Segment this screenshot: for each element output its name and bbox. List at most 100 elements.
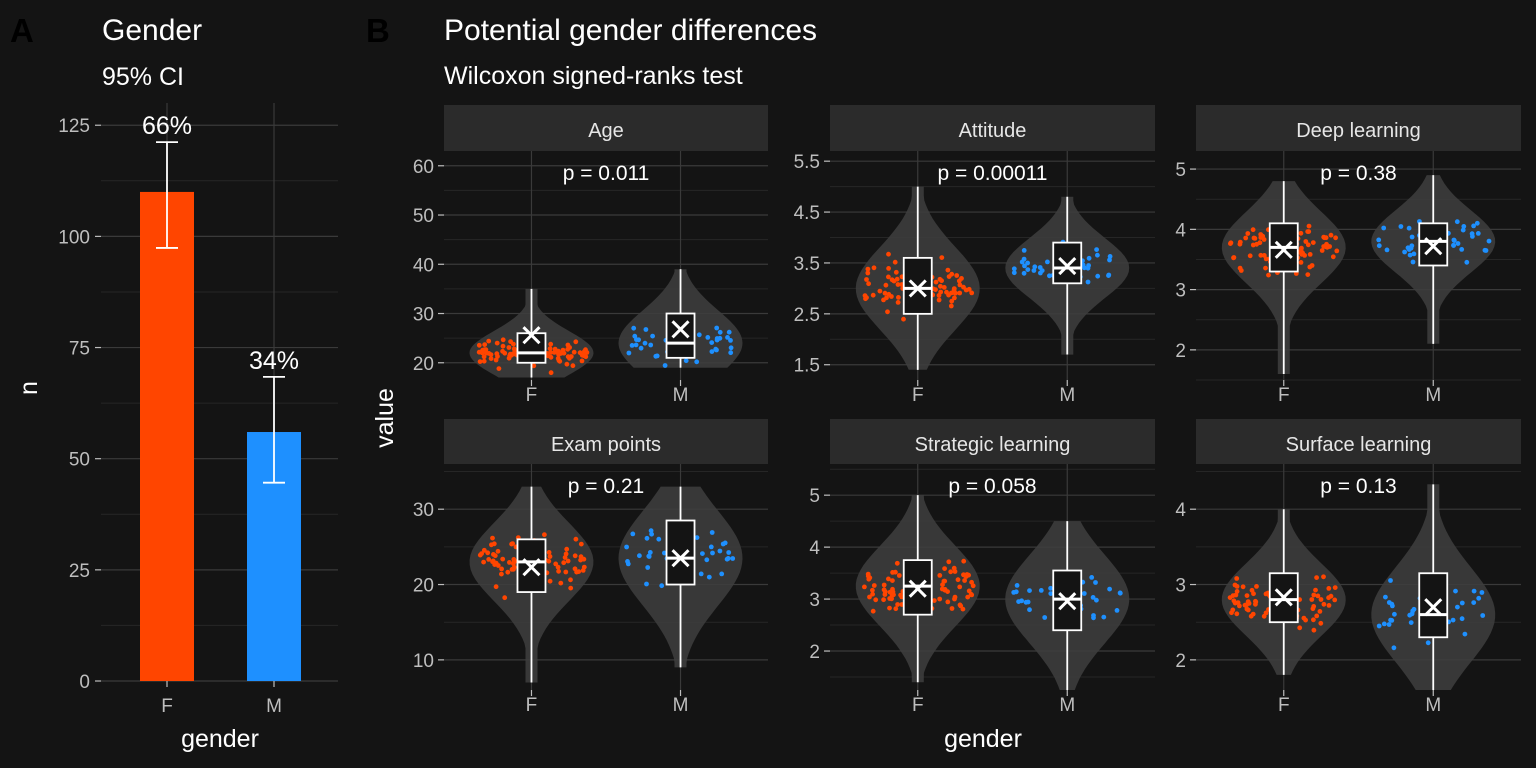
data-point-M xyxy=(1031,268,1037,273)
p-value-label: p = 0.00011 xyxy=(938,162,1048,185)
data-point-F xyxy=(952,594,958,600)
data-point-F xyxy=(1234,576,1240,581)
data-point-F xyxy=(864,277,869,282)
data-point-F xyxy=(1326,586,1332,591)
facet-x-tick-label: M xyxy=(673,385,689,406)
data-point-F xyxy=(491,541,497,547)
data-point-M xyxy=(1042,615,1048,620)
facet-age: Age 20 30 40 50 60 F Mp = 0.011 xyxy=(413,105,768,406)
bar-percent-label: 34% xyxy=(249,347,299,375)
data-point-F xyxy=(942,566,947,571)
mean-marker-F xyxy=(908,579,927,598)
data-point-F xyxy=(894,276,900,282)
data-point-F xyxy=(969,579,974,585)
panel-b-x-axis-title: gender xyxy=(944,725,1022,753)
facet-x-tick-label: M xyxy=(1059,695,1075,716)
data-point-F xyxy=(871,583,877,588)
data-point-F xyxy=(1305,272,1311,277)
data-point-F xyxy=(931,598,937,603)
data-point-F xyxy=(476,342,482,348)
data-point-M xyxy=(710,550,715,556)
panel-b-facets: Age 20 30 40 50 60 F Mp = 0.011 Attitude 1.5 2.5 3.… xyxy=(413,105,1521,716)
data-point-F xyxy=(1306,223,1312,229)
mean-marker-F xyxy=(522,326,541,345)
data-point-F xyxy=(1307,252,1313,257)
data-point-F xyxy=(862,293,868,298)
data-point-F xyxy=(490,535,495,541)
data-point-M xyxy=(1021,270,1027,276)
facet-y-tick-label: 3.5 xyxy=(794,254,820,275)
data-point-F xyxy=(1315,593,1321,599)
panel-a-x-tick-label: M xyxy=(266,696,282,717)
facet-y-tick-label: 2 xyxy=(1175,651,1186,672)
data-point-F xyxy=(1266,272,1271,278)
mean-marker-M xyxy=(1424,598,1443,617)
data-point-F xyxy=(1261,253,1267,258)
data-point-M xyxy=(1480,613,1486,618)
data-point-M xyxy=(1384,247,1390,253)
data-point-M xyxy=(1048,585,1053,591)
data-point-F xyxy=(965,594,971,600)
facet-y-tick-label: 2 xyxy=(809,642,820,663)
data-point-F xyxy=(958,603,964,609)
data-point-M xyxy=(714,337,720,343)
panel-a-y-tick-label: 75 xyxy=(69,339,90,360)
data-point-M xyxy=(1486,238,1492,244)
data-point-F xyxy=(555,564,561,570)
data-point-F xyxy=(1311,617,1316,623)
data-point-M xyxy=(1451,238,1457,244)
data-point-F xyxy=(938,289,944,295)
data-point-F xyxy=(486,338,492,344)
data-point-F xyxy=(1229,610,1234,616)
data-point-F xyxy=(578,541,584,547)
facet-x-tick-label: M xyxy=(673,695,689,716)
facet-y-tick-label: 3 xyxy=(809,590,820,611)
data-point-F xyxy=(1321,601,1327,607)
data-point-F xyxy=(886,576,891,582)
data-point-M xyxy=(1406,225,1412,231)
data-point-M xyxy=(719,571,725,577)
data-point-F xyxy=(886,266,891,271)
data-point-F xyxy=(895,300,901,305)
mean-marker-M xyxy=(671,549,690,568)
facet-x-tick-label: F xyxy=(526,385,538,406)
data-point-M xyxy=(709,530,715,535)
data-point-F xyxy=(495,548,501,554)
data-point-F xyxy=(870,591,875,597)
facet-y-tick-label: 20 xyxy=(413,576,434,597)
data-point-M xyxy=(1038,588,1044,593)
data-point-F xyxy=(558,580,564,586)
data-point-F xyxy=(1246,601,1252,606)
data-point-F xyxy=(492,562,498,567)
data-point-M xyxy=(1475,231,1481,236)
data-point-M xyxy=(1392,611,1397,617)
data-point-M xyxy=(1455,241,1461,246)
data-point-F xyxy=(955,577,961,583)
data-point-F xyxy=(1333,235,1338,241)
data-point-M xyxy=(1383,594,1388,600)
data-point-F xyxy=(1314,575,1319,580)
data-point-M xyxy=(728,338,733,343)
data-point-F xyxy=(1318,620,1324,626)
facet-y-tick-label: 5 xyxy=(1175,160,1186,181)
data-point-F xyxy=(494,340,500,346)
data-point-F xyxy=(957,282,963,288)
data-point-F xyxy=(551,350,557,355)
data-point-F xyxy=(1328,232,1334,238)
data-point-F xyxy=(496,366,502,371)
data-point-M xyxy=(694,359,700,365)
panel-a-subtitle: 95% CI xyxy=(102,63,184,91)
mean-marker-F xyxy=(1274,588,1293,607)
data-point-M xyxy=(1459,616,1465,622)
data-point-F xyxy=(1306,229,1312,235)
data-point-M xyxy=(643,327,649,332)
data-point-F xyxy=(1334,248,1340,254)
mean-marker-M xyxy=(1424,237,1443,256)
data-point-M xyxy=(1101,614,1107,620)
data-point-F xyxy=(1297,625,1303,631)
data-point-F xyxy=(893,606,899,612)
data-point-F xyxy=(949,606,955,611)
data-point-F xyxy=(952,295,957,301)
facet-strip-label: Strategic learning xyxy=(915,434,1071,456)
data-point-M xyxy=(1461,224,1467,229)
